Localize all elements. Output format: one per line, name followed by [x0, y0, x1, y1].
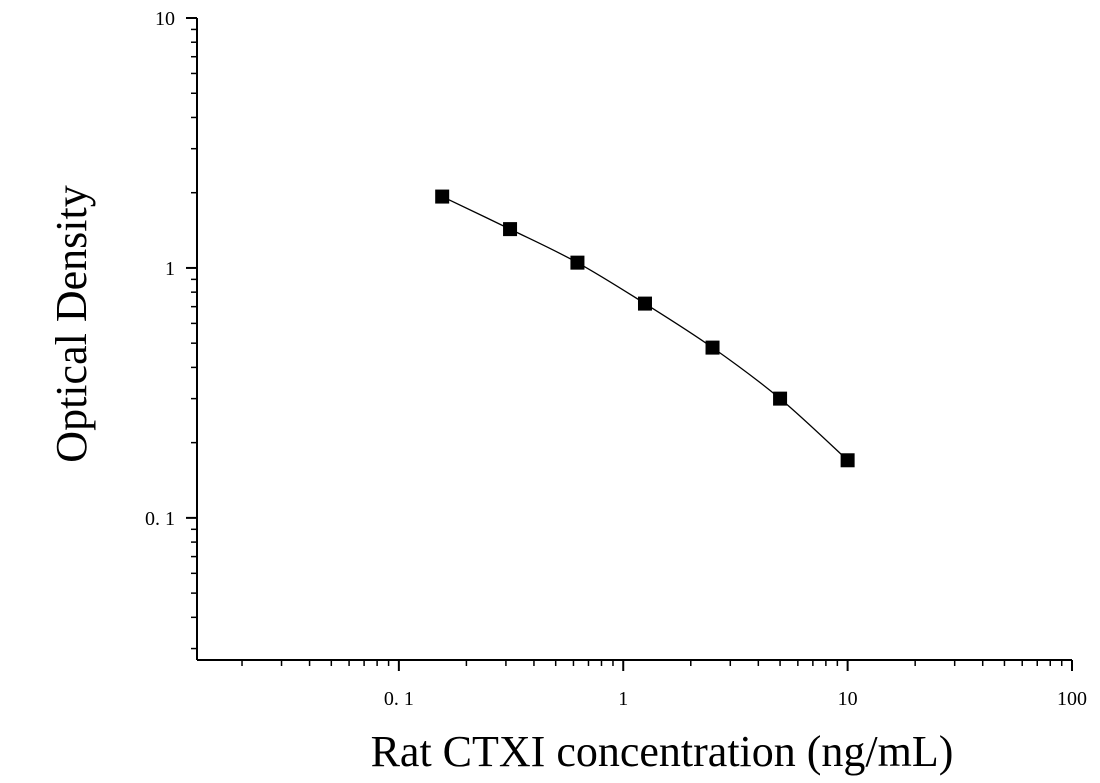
data-point-marker	[840, 453, 855, 468]
data-point-marker	[503, 222, 518, 237]
series-line	[441, 195, 849, 461]
x-tick-label: 100	[1057, 688, 1087, 710]
x-ticks: 0. 1 1 10 100	[241, 660, 1087, 710]
data-point-marker	[773, 391, 788, 406]
data-point-marker	[570, 255, 585, 270]
axes	[196, 18, 1072, 661]
x-axis-title: Rat CTXI concentration (ng/mL)	[371, 727, 954, 776]
y-axis-title: Optical Density	[47, 185, 96, 462]
y-tick-label: 0. 1	[145, 508, 175, 530]
x-tick-label: 10	[838, 688, 858, 710]
x-tick-label: 0. 1	[384, 688, 414, 710]
data-point-marker	[637, 296, 652, 311]
y-ticks: 0. 1 1 10	[145, 8, 197, 650]
data-point-marker	[705, 340, 720, 355]
plot-area	[435, 189, 855, 468]
y-tick-label: 1	[165, 258, 175, 280]
x-tick-label: 1	[618, 688, 628, 710]
data-point-marker	[435, 189, 450, 204]
y-tick-label: 10	[155, 8, 175, 30]
